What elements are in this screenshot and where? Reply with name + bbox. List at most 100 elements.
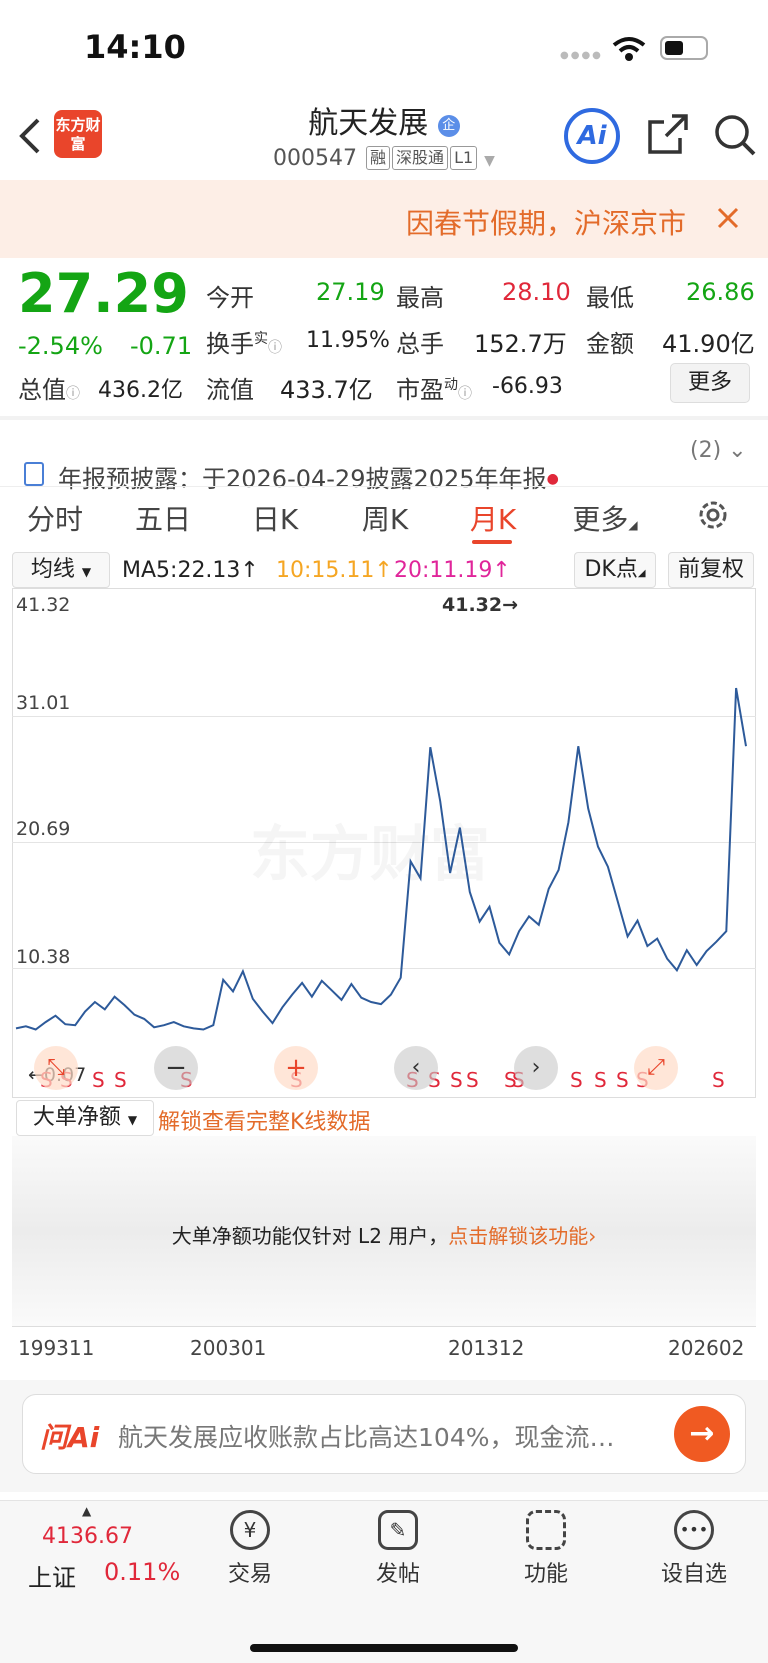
info-icon[interactable]: ⓘ xyxy=(268,340,282,356)
low-label: 最低 xyxy=(586,284,634,312)
gridline xyxy=(12,716,756,717)
signal-icon: ●●●● xyxy=(560,50,603,61)
holiday-banner xyxy=(0,180,768,258)
pe-value: -66.93 xyxy=(492,374,563,399)
prev-icon[interactable]: ‹ xyxy=(394,1046,438,1090)
sell-signal-marker: S xyxy=(712,1068,725,1092)
price-line-chart xyxy=(15,687,747,1031)
kline-chart[interactable] xyxy=(12,588,756,1098)
y-tick-label: 31.01 xyxy=(16,692,71,714)
volume-label: 总手 xyxy=(396,330,444,358)
chart-scroll-left-icon[interactable]: ⤡ xyxy=(34,1046,78,1090)
high-value: 28.10 xyxy=(502,278,571,306)
tag-connect: 深股通 xyxy=(392,146,449,170)
tab-more[interactable]: 更多◢ xyxy=(572,503,638,536)
max-price-label: 41.32→ xyxy=(442,594,519,616)
float-label: 流值 xyxy=(206,376,254,404)
home-indicator xyxy=(250,1644,518,1652)
zoom-out-icon[interactable]: − xyxy=(154,1046,198,1090)
settings-gear-icon[interactable] xyxy=(696,498,730,532)
ma10-legend: 10:15.11↑ xyxy=(276,558,393,583)
search-icon[interactable] xyxy=(712,112,758,158)
dk-point-button[interactable]: DK点◢ xyxy=(574,552,656,588)
notice-text[interactable]: 年报预披露：于2026-04-29披露2025年年报● xyxy=(58,465,559,493)
amount-value: 41.90亿 xyxy=(662,330,755,358)
nav-functions[interactable]: 功能 xyxy=(486,1510,606,1588)
tab-intraday[interactable]: 分时 xyxy=(26,503,83,536)
notice-count[interactable]: (2) ⌄ xyxy=(690,438,747,463)
l2-notice: 大单净额功能仅针对 L2 用户，点击解锁该功能› xyxy=(171,1224,597,1248)
tab-daily-k[interactable]: 日K xyxy=(251,503,299,536)
index-change: 0.11% xyxy=(104,1558,181,1586)
fullscreen-icon[interactable]: ⤢ xyxy=(634,1046,678,1090)
turnover-label: 换手实ⓘ xyxy=(206,330,282,358)
battery-icon xyxy=(660,36,708,60)
nav-post[interactable]: ✎ 发帖 xyxy=(338,1510,458,1588)
zoom-in-icon[interactable]: + xyxy=(274,1046,318,1090)
edit-icon: ✎ xyxy=(378,1510,418,1550)
wifi-icon xyxy=(612,37,646,61)
index-value[interactable]: 4136.67 xyxy=(42,1524,133,1549)
y-tick-label: 20.69 xyxy=(16,818,71,840)
amount-label: 金额 xyxy=(586,330,634,358)
change-pct: -2.54% xyxy=(18,332,103,360)
send-arrow-icon[interactable]: → xyxy=(674,1406,730,1462)
y-tick-label: 10.38 xyxy=(16,946,71,968)
ai-button[interactable]: Ai xyxy=(564,108,620,164)
watermark: 东方财富 xyxy=(250,806,490,893)
turnover-value: 11.95% xyxy=(306,328,390,353)
ask-logo: 问Ai xyxy=(40,1421,100,1454)
sell-signal-marker: S xyxy=(114,1068,127,1092)
float-value: 433.7亿 xyxy=(280,376,373,404)
indicator-select[interactable]: 均线 ▼ xyxy=(12,552,110,588)
info-icon[interactable]: ⓘ xyxy=(458,386,472,402)
sell-signal-marker: S xyxy=(594,1068,607,1092)
nav-watchlist[interactable]: ••• 设自选 xyxy=(634,1510,754,1588)
tag-level: L1 xyxy=(450,146,478,170)
next-icon[interactable]: › xyxy=(514,1046,558,1090)
big-order-panel xyxy=(12,1136,756,1326)
trade-icon: ¥ xyxy=(230,1510,270,1550)
active-tab-indicator xyxy=(472,540,512,544)
tab-monthly-k[interactable]: 月K xyxy=(469,503,517,536)
sell-signal-marker: S xyxy=(450,1068,463,1092)
open-value: 27.19 xyxy=(316,278,385,306)
x-tick-label: 200301 xyxy=(190,1336,267,1360)
tab-weekly-k[interactable]: 周K xyxy=(361,503,409,536)
info-icon[interactable]: ⓘ xyxy=(66,386,80,402)
adjust-button[interactable]: 前复权 xyxy=(668,552,754,588)
gridline xyxy=(12,968,756,969)
tag-margin: 融 xyxy=(366,146,391,170)
mktcap-label: 总值ⓘ xyxy=(18,376,80,404)
sell-signal-marker: S xyxy=(570,1068,583,1092)
unlock-link[interactable]: 解锁查看完整K线数据 xyxy=(158,1110,371,1135)
more-quote-button[interactable]: 更多 xyxy=(670,363,750,403)
stock-code: 000547 xyxy=(273,146,358,171)
grid-icon xyxy=(526,1510,566,1550)
back-icon[interactable] xyxy=(18,116,42,156)
stock-name: 航天发展 企 xyxy=(0,98,768,142)
status-time: 14:10 xyxy=(84,28,186,66)
x-tick-label: 201312 xyxy=(448,1336,525,1360)
current-price: 27.29 xyxy=(18,262,189,325)
price-series-line xyxy=(15,687,747,1031)
ma5-legend: MA5:22.13↑ xyxy=(122,558,259,583)
bottom-nav xyxy=(0,1500,768,1663)
notice-divider xyxy=(0,416,768,420)
gridline xyxy=(12,842,756,843)
x-tick-label: 199311 xyxy=(18,1336,95,1360)
lower-indicator-select[interactable]: 大单净额 ▼ xyxy=(16,1100,154,1136)
notice-icon xyxy=(24,462,44,486)
l2-unlock-link[interactable]: 点击解锁该功能 xyxy=(448,1224,589,1248)
more-dots-icon: ••• xyxy=(674,1510,714,1550)
ask-ai-input[interactable] xyxy=(22,1394,746,1474)
share-icon[interactable] xyxy=(646,112,690,156)
low-value: 26.86 xyxy=(686,278,755,306)
nav-trade[interactable]: ¥ 交易 xyxy=(190,1510,310,1588)
enterprise-badge-icon: 企 xyxy=(437,115,460,137)
ma20-legend: 20:11.19↑ xyxy=(394,558,511,583)
tab-five-day[interactable]: 五日 xyxy=(134,503,191,536)
chevron-down-icon[interactable]: ▼ xyxy=(484,153,495,169)
close-icon[interactable] xyxy=(716,206,740,230)
sell-signal-marker: S xyxy=(504,1068,517,1092)
